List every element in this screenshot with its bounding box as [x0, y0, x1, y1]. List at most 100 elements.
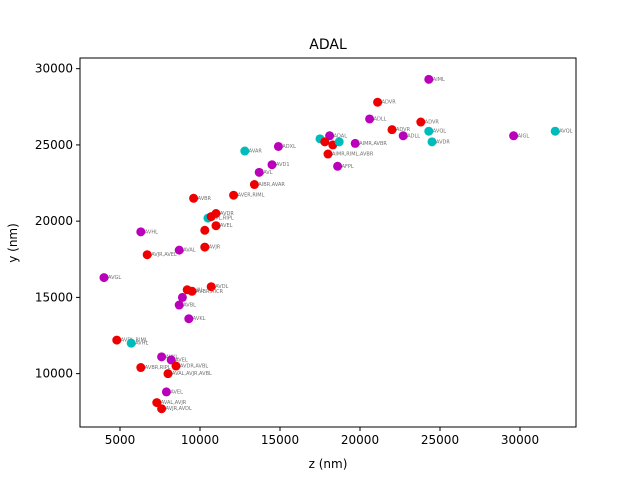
data-point: AVEL	[166, 355, 188, 365]
y-tick-label: 30000	[35, 62, 73, 76]
data-point-label: AVD1	[276, 162, 290, 168]
data-point-marker	[424, 74, 434, 84]
data-point: AIML	[424, 74, 445, 84]
y-tick-label: 20000	[35, 214, 73, 228]
data-point-label: AVDL	[215, 284, 228, 290]
plot-area: AIMLADVRADLLADVRADVRADLLAVQLAVDRAIGLAVQL…	[79, 57, 577, 428]
data-point-marker	[387, 125, 397, 135]
x-tick-label: 20000	[341, 433, 379, 447]
data-point-label: AVDR	[220, 211, 234, 217]
data-point	[206, 212, 216, 222]
data-point-marker	[229, 190, 239, 200]
data-point-marker	[161, 387, 171, 397]
data-point: AVDR,AVBL	[171, 361, 208, 371]
data-point-marker	[200, 242, 210, 252]
data-point-label: AVBR,RIPL	[145, 365, 171, 371]
data-point: ADVR	[416, 117, 440, 127]
data-point-marker	[320, 137, 330, 147]
data-point-label: AVDR	[436, 139, 450, 145]
data-point: ADLL	[365, 114, 387, 124]
data-point: AVGL	[99, 273, 121, 283]
data-point-label: AVAR	[249, 149, 263, 155]
data-point: ADLL	[398, 131, 420, 141]
y-axis: 10000 15000 20000 25000 30000	[35, 62, 80, 381]
data-point: AVAR	[240, 146, 263, 156]
data-point-marker	[323, 149, 333, 159]
data-point-label: ADXL	[282, 144, 296, 150]
data-point: AVHL	[136, 227, 158, 237]
data-point-marker	[206, 212, 216, 222]
data-point-marker	[174, 300, 184, 310]
x-axis-label: z (nm)	[309, 457, 348, 471]
data-point-marker	[550, 126, 560, 136]
data-point-label: ADAL	[334, 133, 348, 139]
y-tick-label: 10000	[35, 367, 73, 381]
data-point-marker	[142, 250, 152, 260]
data-point-marker	[174, 245, 184, 255]
data-point: AVHL	[126, 338, 148, 348]
data-point-label: ADLL	[374, 116, 387, 122]
data-point-marker	[333, 161, 343, 171]
data-point-label: AVGL	[108, 275, 121, 281]
data-point-label: AVAL	[191, 287, 204, 293]
data-point: ADVR	[373, 97, 396, 107]
y-tick-label: 15000	[35, 290, 73, 304]
data-point-marker	[350, 138, 360, 148]
data-point: AVBR	[189, 193, 212, 203]
data-point-label: AVJR,AVEL	[151, 252, 177, 258]
data-point-marker	[166, 355, 176, 365]
data-point-label: AVBL	[183, 303, 196, 309]
data-point-marker	[184, 314, 194, 324]
data-point-label: AIMR,RIML,AVBR	[332, 152, 374, 158]
data-point: AVKL	[184, 314, 206, 324]
data-point-marker	[163, 369, 173, 379]
data-point-label: AVL	[263, 170, 273, 176]
data-point-marker	[200, 225, 210, 235]
data-point-label: AVEL	[220, 223, 233, 229]
x-axis: 5000 10000 15000 20000 25000 30000	[105, 427, 539, 447]
data-point-marker	[99, 273, 109, 283]
data-point-marker	[177, 292, 187, 302]
data-point-label: AIMR,AVBR	[359, 141, 387, 147]
data-point: AVEL	[161, 387, 183, 397]
data-point-label: AVDR,AVBL	[180, 364, 208, 370]
x-tick-label: 15000	[261, 433, 299, 447]
data-point-label: AVJR,AVDL	[166, 406, 192, 412]
data-point-label: AFPL	[342, 164, 354, 170]
data-point-label: AVER,RIML	[238, 193, 265, 199]
data-point: ADAL	[325, 131, 348, 141]
y-tick-label: 25000	[35, 138, 73, 152]
x-tick-label: 25000	[421, 433, 459, 447]
data-point-label: ADVR	[425, 120, 440, 126]
x-tick-label: 30000	[501, 433, 539, 447]
data-point	[320, 137, 330, 147]
data-point-label: AVQL	[433, 129, 446, 135]
data-point-label: ADLL	[407, 133, 420, 139]
data-point-marker	[273, 141, 283, 151]
data-point-marker	[240, 146, 250, 156]
data-point-marker	[112, 335, 122, 345]
data-point: AIMR,RIML,AVBR	[323, 149, 374, 159]
data-point: AIGL	[509, 131, 529, 141]
data-point: AVER,RIML	[229, 190, 265, 200]
x-tick-label: 10000	[181, 433, 219, 447]
data-point-marker	[171, 361, 181, 371]
data-point-marker	[136, 363, 146, 373]
data-point-marker	[373, 97, 383, 107]
data-point-marker	[187, 286, 197, 296]
data-point-marker	[334, 137, 344, 147]
data-point-marker	[157, 352, 167, 362]
plot-frame	[79, 57, 577, 428]
data-point-label: ADVR	[396, 127, 411, 133]
data-point-label: AVKL	[193, 316, 206, 322]
data-point: AIBR,AVAR	[249, 180, 285, 190]
data-point-marker	[157, 404, 167, 414]
data-point: AVQL	[550, 126, 573, 136]
data-point: AVL	[254, 167, 273, 177]
data-point-label: AVEL	[170, 389, 183, 395]
data-point-marker	[325, 131, 335, 141]
data-point-label: AVEL	[175, 357, 188, 363]
data-point	[177, 292, 187, 302]
data-point-label: AVBR	[198, 196, 212, 202]
